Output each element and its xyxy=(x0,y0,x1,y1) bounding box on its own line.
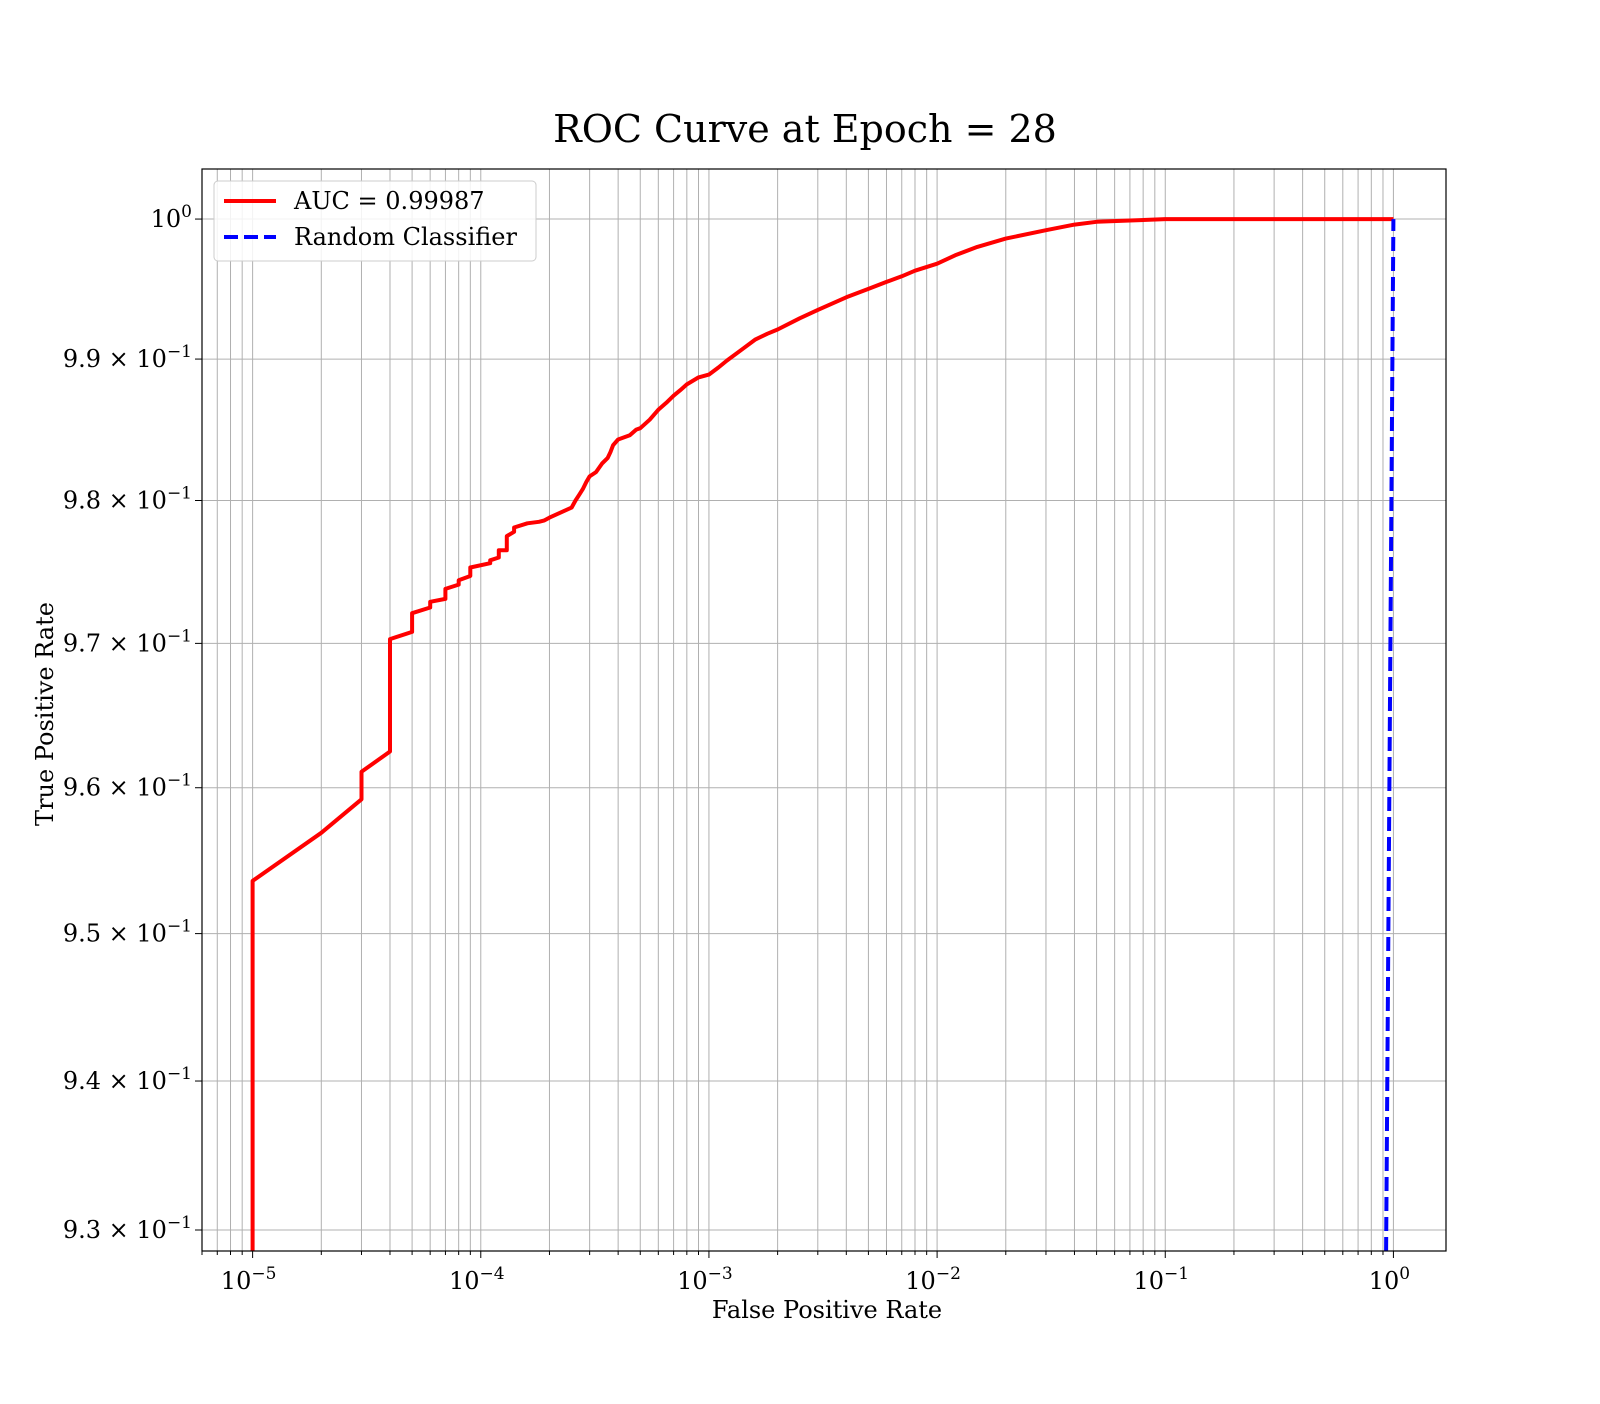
roc-curve-line xyxy=(250,217,1394,1251)
x-tick-label: 10−2 xyxy=(905,1264,961,1295)
axis-ticks: 100 9.9 × 10−1 9.8 × 10−1 9.7 × 10−1 9.6 × 1… xyxy=(63,202,1410,1295)
y-tick-label: 9.3 × 10−1 xyxy=(63,1213,192,1244)
random-classifier-line xyxy=(1384,219,1396,1252)
y-axis-label: True Positive Rate xyxy=(31,602,59,826)
legend-box xyxy=(213,180,537,262)
y-tick-label: 9.9 × 10−1 xyxy=(63,342,192,373)
y-tick-label: 100 xyxy=(151,202,192,233)
y-tick-label: 9.6 × 10−1 xyxy=(63,771,192,802)
chart-title: ROC Curve at Epoch = 28 xyxy=(553,107,1057,151)
x-tick-label: 10−4 xyxy=(449,1264,505,1295)
y-tick-label: 9.4 × 10−1 xyxy=(63,1064,192,1095)
x-axis-label: False Positive Rate xyxy=(712,1296,942,1324)
x-tick-label: 10−5 xyxy=(221,1264,277,1295)
x-tick-label: 10−3 xyxy=(677,1264,733,1295)
y-tick-label: 9.5 × 10−1 xyxy=(63,917,192,948)
y-tick-label: 9.7 × 10−1 xyxy=(63,626,192,657)
legend-label: AUC = 0.99987 xyxy=(293,187,485,215)
y-tick-label: 9.8 × 10−1 xyxy=(63,483,192,514)
x-tick-label: 10−1 xyxy=(1133,1264,1189,1295)
grid-lines xyxy=(201,169,1446,1251)
plot-frame xyxy=(201,168,1447,1252)
x-tick-label: 100 xyxy=(1369,1264,1410,1295)
legend: AUC = 0.99987 Random Classifier xyxy=(213,180,537,262)
plot-series xyxy=(250,217,1396,1252)
legend-label: Random Classifier xyxy=(294,223,517,251)
